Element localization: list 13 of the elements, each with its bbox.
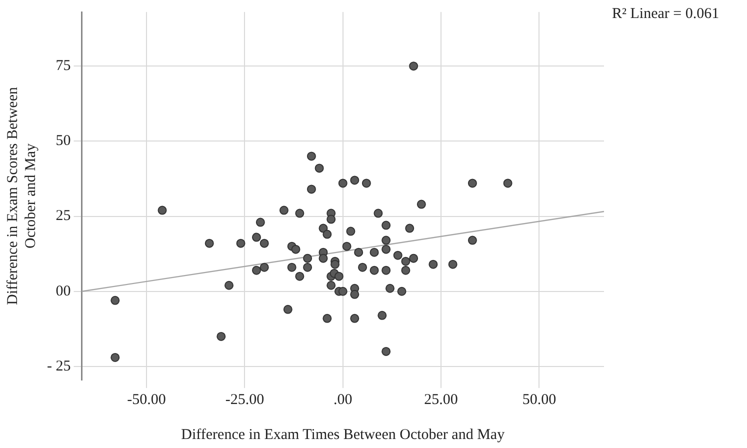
x-tick-label: 25.00 — [424, 392, 458, 408]
x-tick-label: .00 — [334, 392, 352, 408]
x-tick-label: -25.00 — [225, 392, 264, 408]
y-axis-title: Difference in Exam Scores Between October and May — [4, 86, 39, 305]
x-tick-label: 50.00 — [522, 392, 556, 408]
x-tick-label: -50.00 — [127, 392, 166, 408]
y-tick-label: 00 — [56, 283, 71, 300]
y-tick-label: - 25 — [46, 358, 71, 374]
y-tick-label: 25 — [56, 208, 71, 224]
y-tick-label: 75 — [56, 58, 71, 74]
text: R² Linear = 0.061 — [612, 6, 720, 23]
y-tick-label: 50 — [56, 133, 71, 150]
x-axis-title: Difference in Exam Times Between October and May — [181, 426, 506, 443]
